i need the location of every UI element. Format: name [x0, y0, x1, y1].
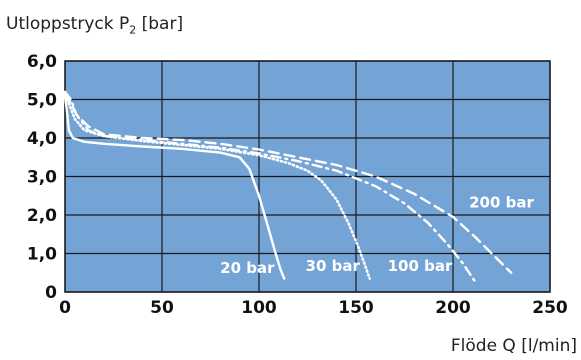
- y-axis-title-subscript: 2: [129, 23, 137, 37]
- x-tick-label-2: 100: [241, 298, 277, 318]
- series-line-200-bar: [63, 92, 513, 274]
- y-axis-title-unit: [bar]: [136, 14, 184, 34]
- x-tick-label-4: 200: [435, 298, 471, 318]
- annotations-group: 20 bar 30 bar 100 bar 200 bar: [220, 193, 534, 276]
- y-axis-title: Utloppstryck P2 [bar]: [6, 14, 183, 36]
- x-tick-label-1: 50: [150, 298, 174, 318]
- x-tick-label-3: 150: [338, 298, 374, 318]
- series-label-1: 30 bar: [306, 257, 361, 275]
- y-tick-label-4: 4,0: [27, 129, 57, 149]
- x-tick-label-5: 250: [532, 298, 568, 318]
- series-line-100-bar: [63, 90, 476, 282]
- x-tick-labels: 0 50 100 150 200 250: [59, 298, 568, 318]
- y-tick-label-3: 3,0: [27, 168, 57, 188]
- y-axis-title-main: Utloppstryck P: [6, 14, 130, 34]
- plot-frame: [64, 60, 551, 293]
- series-line-20-bar: [63, 94, 286, 280]
- x-tick-label-0: 0: [59, 298, 71, 318]
- series-line-30-bar: [63, 94, 371, 280]
- grid-lines: [64, 60, 551, 293]
- y-tick-label-5: 5,0: [27, 91, 57, 111]
- y-tick-labels: 0 1,0 2,0 3,0 4,0 5,0 6,0: [27, 52, 57, 303]
- y-tick-label-6: 6,0: [27, 52, 57, 72]
- y-tick-label-0: 0: [45, 283, 57, 303]
- y-tick-label-2: 2,0: [27, 206, 57, 226]
- series-label-2: 100 bar: [388, 257, 453, 275]
- series-group: [63, 90, 513, 282]
- x-axis-title: Flöde Q [l/min]: [450, 336, 577, 356]
- series-label-0: 20 bar: [220, 259, 275, 277]
- series-label-3: 200 bar: [469, 193, 534, 211]
- y-tick-label-1: 1,0: [27, 245, 57, 265]
